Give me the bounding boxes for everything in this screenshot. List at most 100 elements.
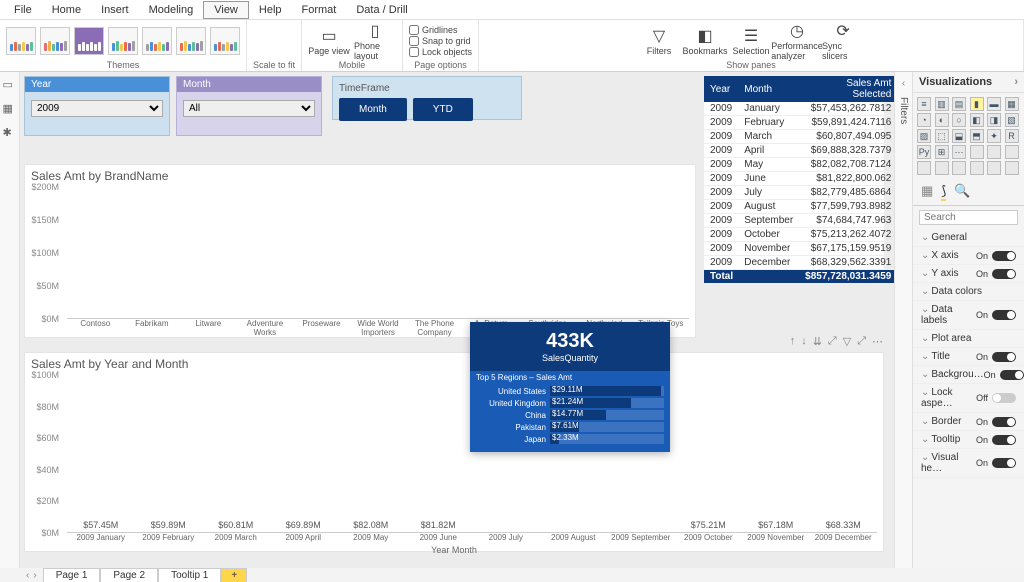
format-prop-row[interactable]: ⌄Y axisOn [913, 265, 1024, 283]
format-search-input[interactable] [919, 210, 1018, 225]
timeframe-btn-month[interactable]: Month [339, 98, 407, 121]
toggle[interactable] [992, 393, 1016, 403]
month-bar[interactable]: $60.81M [202, 520, 270, 532]
viz-type-icon[interactable]: ▨ [917, 129, 931, 143]
format-tab-icon[interactable]: ⟆ [941, 183, 946, 201]
viz-type-icon[interactable]: ▧ [1005, 113, 1019, 127]
drill-through-icon[interactable]: ⤢ [828, 335, 837, 348]
filters-rail[interactable]: ‹ Filters [894, 72, 912, 568]
sync-slicers-button[interactable]: ⟳Sync slicers [822, 21, 864, 61]
table-row[interactable]: 2009July$82,779,485.6864 [704, 186, 894, 200]
performance-pane-button[interactable]: ◷Performance analyzer [776, 21, 818, 61]
theme-swatch-1[interactable] [40, 27, 70, 55]
viz-type-icon[interactable]: ▬ [987, 97, 1001, 111]
month-bar[interactable]: $81.82M [405, 520, 473, 532]
month-bar[interactable]: $59.89M [135, 520, 203, 532]
table-row[interactable]: 2009October$75,213,262.4072 [704, 228, 894, 242]
check-lock[interactable]: Lock objects [409, 47, 472, 57]
tab-next-icon[interactable]: › [33, 570, 36, 581]
format-prop-row[interactable]: ⌄X axisOn [913, 247, 1024, 265]
toggle[interactable] [992, 310, 1016, 320]
table-row[interactable]: 2009March$60,807,494.095 [704, 130, 894, 144]
table-row[interactable]: 2009January$57,453,262.7812 [704, 102, 894, 116]
menu-item-view[interactable]: View [203, 1, 249, 19]
menu-item-format[interactable]: Format [292, 2, 347, 18]
viz-type-icon[interactable]: ◨ [987, 113, 1001, 127]
menu-item-home[interactable]: Home [42, 2, 91, 18]
summary-table[interactable]: YearMonthSales Amt Selected2009January$5… [704, 76, 884, 284]
viz-type-icon[interactable] [1005, 145, 1019, 159]
toggle[interactable] [992, 269, 1016, 279]
slicer-month-select[interactable]: All [183, 100, 315, 117]
month-bar[interactable]: $57.45M [67, 520, 135, 532]
table-row[interactable]: 2009May$82,082,708.7124 [704, 158, 894, 172]
add-page-button[interactable]: + [221, 568, 247, 582]
phone-layout-button[interactable]: ▯Phone layout [354, 21, 396, 61]
menu-item-help[interactable]: Help [249, 2, 292, 18]
theme-swatch-0[interactable] [6, 27, 36, 55]
menu-item-modeling[interactable]: Modeling [139, 2, 204, 18]
viz-type-icon[interactable]: R [1005, 129, 1019, 143]
viz-type-icon[interactable] [952, 161, 966, 175]
table-row[interactable]: 2009June$81,822,800.062 [704, 172, 894, 186]
viz-type-icon[interactable] [1005, 161, 1019, 175]
toggle[interactable] [992, 251, 1016, 261]
format-prop-row[interactable]: ⌄BorderOn [913, 413, 1024, 431]
report-view-icon[interactable]: ▭ [3, 78, 17, 92]
viz-type-icon[interactable] [970, 161, 984, 175]
viz-type-icon[interactable]: ⬚ [935, 129, 949, 143]
viz-type-icon[interactable]: ○ [952, 113, 966, 127]
format-prop-row[interactable]: ⌄Lock aspe…Off [913, 384, 1024, 413]
format-prop-row[interactable]: ⌄TitleOn [913, 348, 1024, 366]
viz-type-icon[interactable] [935, 161, 949, 175]
theme-swatch-5[interactable] [176, 27, 206, 55]
format-prop-row[interactable]: ⌄Plot area [913, 330, 1024, 348]
expand-icon[interactable]: ⇊ [813, 335, 822, 348]
format-prop-row[interactable]: ⌄Data colors [913, 283, 1024, 301]
more-icon[interactable]: ⋯ [872, 335, 883, 348]
viz-type-icon[interactable]: ◔ [917, 113, 931, 127]
slicer-month[interactable]: Month All [176, 76, 322, 136]
selection-pane-button[interactable]: ☰Selection [730, 26, 772, 56]
theme-swatch-6[interactable] [210, 27, 240, 55]
viz-type-icon[interactable]: ⬒ [970, 129, 984, 143]
slicer-year-select[interactable]: 2009 [31, 100, 163, 117]
month-bar[interactable]: $68.33M [810, 520, 878, 532]
menu-item-file[interactable]: File [4, 2, 42, 18]
menu-item-data-drill[interactable]: Data / Drill [346, 2, 417, 18]
viz-type-icon[interactable]: ⬓ [952, 129, 966, 143]
table-row[interactable]: 2009February$59,891,424.7116 [704, 116, 894, 130]
month-bar[interactable]: $69.89M [270, 520, 338, 532]
viz-type-icon[interactable]: ≡ [917, 97, 931, 111]
filters-pane-button[interactable]: ▽Filters [638, 26, 680, 56]
drill-down-icon[interactable]: ↓ [801, 335, 807, 348]
chevron-left-icon[interactable]: ‹ [902, 78, 905, 89]
model-view-icon[interactable]: ✱ [3, 126, 17, 140]
month-bar[interactable]: $75.21M [675, 520, 743, 532]
table-row[interactable]: 2009August$77,599,793.8982 [704, 200, 894, 214]
viz-type-icon[interactable]: ▥ [935, 97, 949, 111]
slicer-timeframe[interactable]: TimeFrame MonthYTD [332, 76, 522, 120]
format-prop-row[interactable]: ⌄Visual he…On [913, 449, 1024, 478]
analytics-tab-icon[interactable]: 🔍 [954, 183, 970, 201]
toggle[interactable] [992, 417, 1016, 427]
page-view-button[interactable]: ▭Page view [308, 26, 350, 56]
theme-swatch-3[interactable] [108, 27, 138, 55]
fields-tab-icon[interactable]: ▦ [921, 183, 933, 201]
drill-up-icon[interactable]: ↑ [790, 335, 796, 348]
theme-swatch-4[interactable] [142, 27, 172, 55]
format-prop-row[interactable]: ⌄Data labelsOn [913, 301, 1024, 330]
format-prop-row[interactable]: ⌄TooltipOn [913, 431, 1024, 449]
chart-month[interactable]: ↑ ↓ ⇊ ⤢ ▽ ⤢ ⋯ Sales Amt by Year and Mont… [24, 352, 884, 552]
toggle[interactable] [992, 352, 1016, 362]
toggle[interactable] [992, 435, 1016, 445]
focus-icon[interactable]: ⤢ [857, 335, 866, 348]
month-bar[interactable]: $82.08M [337, 520, 405, 532]
chart-brand[interactable]: Sales Amt by BrandName $200M$150M$100M$5… [24, 164, 696, 338]
chevron-right-icon[interactable]: › [1014, 76, 1018, 88]
viz-type-icon[interactable]: ◧ [970, 113, 984, 127]
format-prop-row[interactable]: ⌄General [913, 229, 1024, 247]
data-view-icon[interactable]: ▦ [3, 102, 17, 116]
viz-type-icon[interactable]: ▤ [952, 97, 966, 111]
viz-type-icon[interactable] [987, 161, 1001, 175]
